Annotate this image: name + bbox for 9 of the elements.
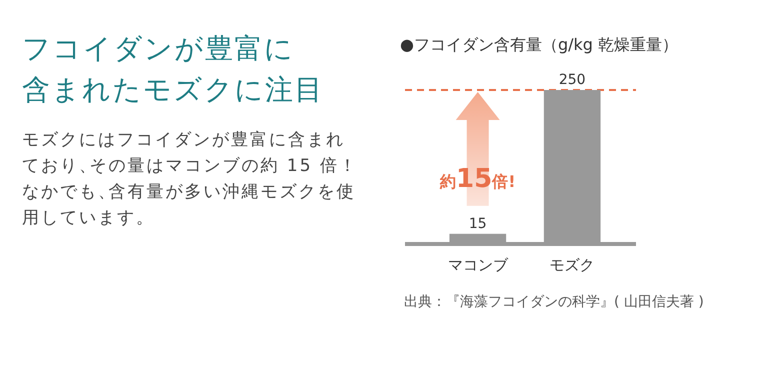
annotation: 約15倍! [439,164,516,194]
x-tick-label: モズク [550,256,595,274]
text: フコイダンが豊富に含まれたモズクに注目 [22,32,324,106]
chart-title: ●フコイダン含有量（g/kg 乾燥重量） [400,35,678,54]
data-label: 15 [468,216,487,232]
text: モズクにはフコイダンが豊富に含まれており、その量はマコンブの約 15 倍！なかでも、含有量が多い沖縄モズクを使用しています。 [22,130,358,228]
data-label: 250 [558,72,586,88]
source-note: 出典：『海藻フコイダンの科学』( 山田信夫著 ) [404,294,704,310]
x-tick-label: マコンブ [448,256,509,274]
